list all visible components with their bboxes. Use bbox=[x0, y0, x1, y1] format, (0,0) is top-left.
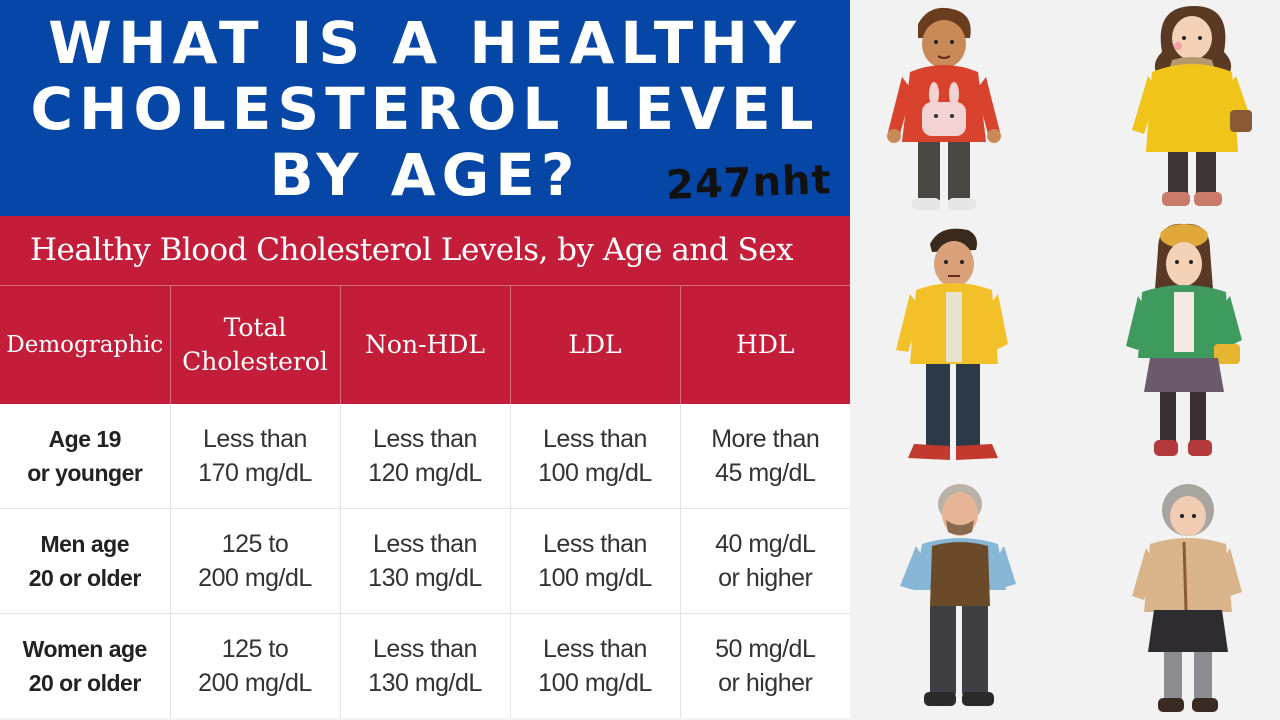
girl-in-yellow-coat-icon bbox=[1126, 2, 1261, 217]
cell-demographic: Women age 20 or older bbox=[0, 613, 170, 718]
cell-hdl: 50 mg/dL or higher bbox=[679, 613, 850, 718]
cholesterol-table: Demographic Total Cholesterol Non-HDL LD… bbox=[0, 286, 850, 718]
woman-in-green-jacket-icon bbox=[1118, 222, 1248, 472]
cell-total-cholesterol: Less than 170 mg/dL bbox=[169, 404, 340, 509]
cell-non-hdl: Less than 130 mg/dL bbox=[339, 508, 510, 614]
table-header-row: Demographic Total Cholesterol Non-HDL LD… bbox=[0, 286, 850, 404]
cell-demographic: Men age 20 or older bbox=[0, 508, 170, 614]
cell-total-cholesterol: 125 to 200 mg/dL bbox=[169, 508, 340, 614]
page-title: WHAT IS A HEALTHY CHOLESTEROL LEVEL BY A… bbox=[30, 9, 820, 209]
elderly-man-in-vest-icon bbox=[898, 480, 1028, 720]
cell-ldl: Less than 100 mg/dL bbox=[509, 508, 680, 614]
table-title-bar: Healthy Blood Cholesterol Levels, by Age… bbox=[0, 216, 850, 286]
cell-ldl: Less than 100 mg/dL bbox=[509, 613, 680, 718]
cell-ldl: Less than 100 mg/dL bbox=[509, 404, 680, 509]
table-row: Age 19 or younger Less than 170 mg/dL Le… bbox=[0, 404, 850, 509]
cell-non-hdl: Less than 130 mg/dL bbox=[339, 613, 510, 718]
cell-non-hdl: Less than 120 mg/dL bbox=[339, 404, 510, 509]
table-row: Men age 20 or older 125 to 200 mg/dL Les… bbox=[0, 508, 850, 614]
table-row: Women age 20 or older 125 to 200 mg/dL L… bbox=[0, 613, 850, 718]
table-title: Healthy Blood Cholesterol Levels, by Age… bbox=[30, 232, 794, 268]
column-header-ldl: LDL bbox=[509, 286, 680, 404]
cell-demographic: Age 19 or younger bbox=[27, 426, 143, 486]
column-header-total-cholesterol: Total Cholesterol bbox=[169, 286, 340, 404]
column-header-non-hdl: Non-HDL bbox=[339, 286, 510, 404]
cell-hdl: More than 45 mg/dL bbox=[679, 404, 850, 509]
cell-hdl: 40 mg/dL or higher bbox=[679, 508, 850, 614]
boy-in-red-hoodie-icon bbox=[878, 2, 1008, 217]
people-illustration bbox=[850, 0, 1280, 720]
watermark-text: 247nht bbox=[665, 157, 833, 209]
man-in-yellow-jacket-icon bbox=[888, 224, 1018, 474]
elderly-woman-in-cardigan-icon bbox=[1128, 482, 1258, 720]
cell-total-cholesterol: 125 to 200 mg/dL bbox=[169, 613, 340, 718]
title-banner: WHAT IS A HEALTHY CHOLESTEROL LEVEL BY A… bbox=[0, 0, 850, 216]
column-header-hdl: HDL bbox=[679, 286, 850, 404]
column-header-demographic: Demographic bbox=[0, 286, 170, 404]
